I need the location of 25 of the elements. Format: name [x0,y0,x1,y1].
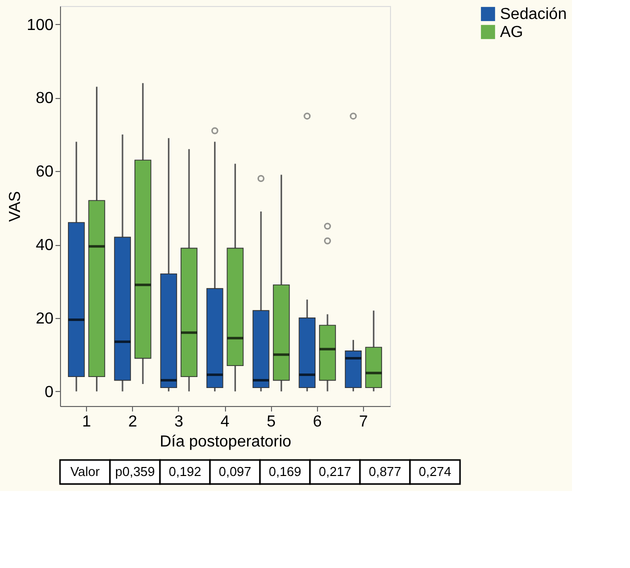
text: 0,097 [218,464,252,479]
legend-label: AG [500,24,524,41]
text: 0,877 [368,464,402,479]
y-tick-label: 20 [36,310,54,328]
text: p0,359 [115,464,155,479]
y-tick-label: 100 [26,16,54,34]
x-tick-label: 1 [82,414,92,430]
text: 0,192 [168,464,202,479]
y-tick-label: 0 [44,384,54,401]
x-tick-label: 5 [266,414,276,430]
x-tick-label: 4 [220,414,230,430]
x-tick-label: 2 [128,414,138,430]
y-tick-label: 40 [36,237,54,254]
y-tick-label: 80 [36,90,54,108]
x-tick-label: 7 [359,414,368,430]
x-tick-label: 3 [174,414,184,430]
legend-label: Sedación [500,6,567,23]
x-axis-title: Día postoperatorio [160,434,292,450]
text: 0,169 [268,464,302,479]
y-axis-title: VAS [6,191,24,222]
text: 0,217 [318,464,352,479]
text: Valor [70,464,100,479]
y-tick-label: 60 [36,164,54,181]
text: 0,274 [418,464,452,479]
x-tick-label: 6 [312,414,322,430]
